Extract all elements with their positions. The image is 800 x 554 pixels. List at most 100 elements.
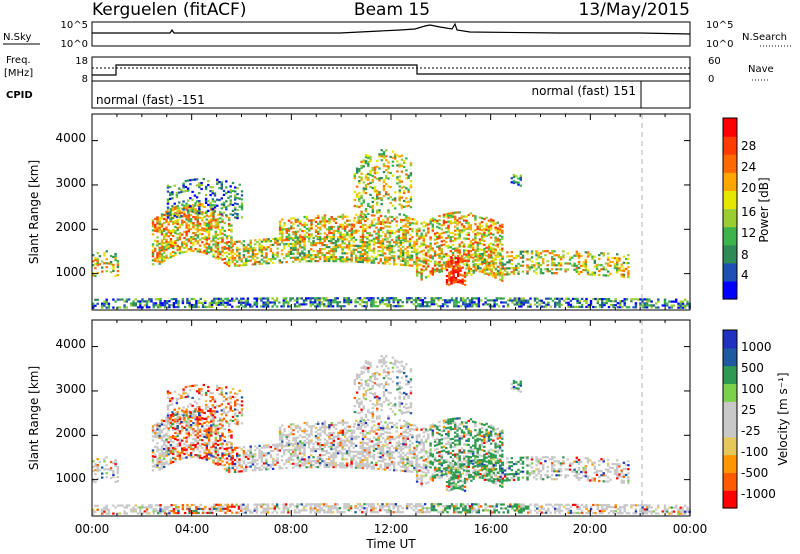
power-echo-cell (273, 299, 276, 302)
velocity-echo-cell (381, 456, 385, 459)
velocity-echo-cell (210, 452, 213, 455)
power-echo-cell (267, 258, 270, 261)
velocity-echo-cell (219, 459, 222, 462)
power-echo-cell (220, 185, 223, 188)
power-echo-cell (408, 237, 412, 240)
power-echo-cell (454, 239, 457, 242)
power-echo-cell (245, 261, 248, 264)
velocity-echo-cell (388, 454, 391, 457)
power-echo-cell (427, 255, 430, 258)
power-echo-cell (292, 246, 295, 249)
velocity-echo-cell (189, 442, 193, 445)
power-echo-cell (390, 244, 394, 248)
velocity-echo-cell (223, 428, 226, 431)
power-echo-cell (485, 272, 488, 275)
power-echo-cell (457, 269, 460, 272)
velocity-echo-cell (169, 458, 173, 461)
power-echo-cell (223, 261, 226, 265)
power-echo-cell (485, 228, 488, 231)
power-echo-cell (230, 240, 233, 243)
power-echo-cell (96, 264, 99, 267)
velocity-echo-cell (345, 452, 349, 455)
power-echo-cell (460, 217, 464, 220)
power-echo-cell (366, 257, 369, 260)
power-echo-cell (160, 243, 164, 246)
velocity-echo-cell (185, 450, 188, 453)
power-echo-cell (328, 222, 331, 225)
power-echo-cell (323, 220, 327, 223)
power-echo-cell (494, 262, 498, 265)
velocity-echo-cell (363, 463, 367, 466)
velocity-echo-cell (172, 440, 175, 444)
power-echo-cell (371, 179, 374, 182)
power-echo-cell (325, 238, 329, 241)
power-echo-cell (323, 305, 326, 308)
power-echo-cell (180, 190, 183, 194)
power-echo-cell (174, 251, 177, 254)
power-echo-cell (160, 231, 164, 234)
power-echo-cell (222, 299, 225, 302)
power-echo-cell (181, 245, 184, 248)
power-echo-cell (367, 299, 371, 302)
power-echo-cell (397, 305, 400, 308)
power-echo-cell (460, 231, 464, 234)
power-echo-cell (429, 222, 432, 225)
power-echo-cell (438, 235, 441, 238)
velocity-echo-cell (163, 465, 166, 468)
power-echo-cell (479, 263, 482, 266)
power-echo-cell (323, 224, 327, 227)
power-echo-cell (385, 175, 388, 178)
power-echo-cell (223, 251, 226, 255)
power-echo-cell (213, 297, 216, 300)
power-echo-cell (553, 272, 556, 275)
velocity-echo-cell (210, 454, 213, 457)
power-echo-cell (399, 243, 403, 246)
power-echo-cell (222, 189, 226, 192)
velocity-echo-cell (178, 440, 182, 443)
velocity-echo-cell (328, 458, 331, 461)
power-echo-cell (317, 236, 320, 239)
power-echo-cell (169, 185, 172, 189)
power-echo-cell (388, 242, 391, 245)
power-echo-cell (255, 299, 259, 302)
power-echo-cell (418, 229, 421, 232)
power-echo-cell (451, 213, 455, 216)
velocity-echo-cell (221, 444, 224, 447)
power-echo-cell (329, 305, 333, 308)
power-echo-cell (400, 204, 404, 207)
power-echo-cell (364, 235, 367, 239)
power-echo-cell (285, 227, 288, 231)
power-echo-cell (410, 258, 414, 261)
velocity-echo-cell (151, 455, 155, 458)
velocity-echo-cell (172, 446, 175, 450)
power-echo-cell (386, 217, 389, 220)
power-echo-cell (457, 255, 460, 258)
power-echo-cell (488, 299, 492, 302)
power-echo-cell (388, 248, 391, 251)
power-echo-cell (217, 299, 220, 302)
velocity-echo-cell (151, 425, 155, 428)
power-echo-cell (474, 235, 477, 238)
power-echo-cell (236, 240, 239, 243)
power-echo-cell (395, 230, 398, 233)
velocity-echo-cell (198, 430, 202, 433)
power-echo-cell (278, 232, 282, 235)
power-echo-cell (402, 219, 405, 222)
power-echo-cell (567, 297, 570, 300)
power-echo-cell (312, 244, 315, 247)
power-echo-cell (465, 259, 468, 262)
power-echo-cell (404, 233, 407, 236)
power-echo-cell (228, 218, 231, 222)
power-echo-cell (399, 251, 403, 254)
power-echo-cell (388, 225, 392, 228)
power-echo-cell (169, 208, 173, 211)
power-echo-cell (278, 259, 281, 262)
power-echo-cell (396, 154, 399, 157)
power-echo-cell (271, 305, 274, 308)
velocity-echo-cell (379, 464, 382, 467)
power-echo-cell (358, 299, 362, 302)
power-echo-cell (414, 299, 418, 302)
velocity-echo-cell (301, 462, 304, 465)
power-echo-cell (564, 262, 567, 265)
power-echo-cell (494, 228, 497, 231)
